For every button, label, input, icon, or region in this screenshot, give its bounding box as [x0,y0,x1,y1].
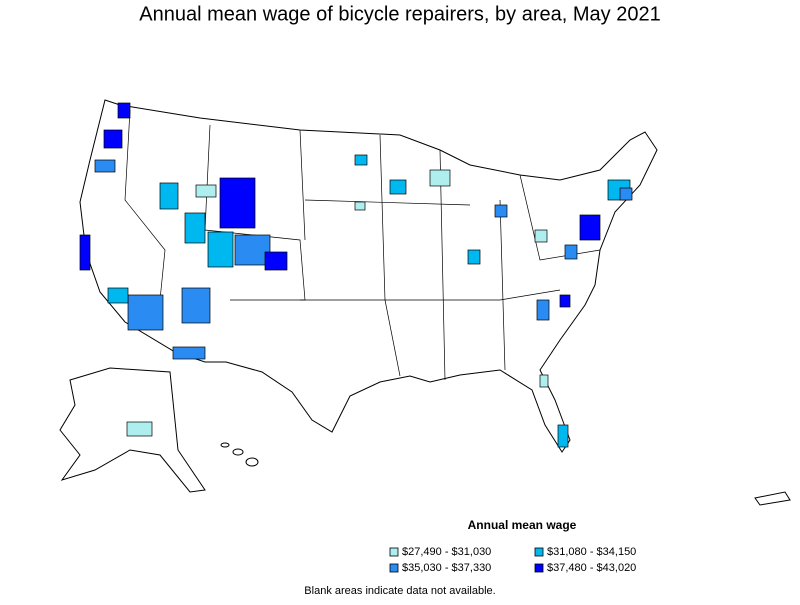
map-title: Annual mean wage of bicycle repairers, b… [139,3,660,25]
legend: $27,490 - $31,030 $31,080 - $34,150 $35,03… [389,546,636,574]
wage-area [579,214,601,241]
wage-area [159,182,179,210]
wage-area [117,102,131,119]
legend-swatch [534,563,544,573]
wage-area [536,299,550,321]
legend-swatch [389,563,399,573]
wage-area [354,201,366,211]
wage-area [559,294,571,308]
wage-area [94,159,116,173]
wage-area [354,154,368,166]
wage-area [103,129,123,149]
wage-area [429,169,451,187]
legend-label: $31,080 - $34,150 [547,546,636,558]
wage-area [389,179,407,195]
area-boundaries [124,109,601,381]
wage-area [234,234,271,266]
legend-label: $37,480 - $43,020 [547,562,636,574]
wage-area [184,212,206,244]
wage-area [127,294,164,331]
hawaii [220,442,259,467]
wage-area [264,251,288,271]
legend-label: $27,490 - $31,030 [402,546,491,558]
legend-title: Annual mean wage [468,518,577,532]
wage-area [195,184,217,198]
wage-area [79,234,91,271]
wage-area [107,287,129,304]
legend-swatch [534,547,544,557]
wage-area [219,177,256,229]
wage-area [564,244,578,260]
wage-area [534,229,548,243]
wage-area [172,346,206,360]
footnote: Blank areas indicate data not available. [304,585,495,597]
legend-label: $35,030 - $37,330 [402,562,491,574]
colored-areas [79,102,633,448]
legend-swatch [389,547,399,557]
wage-area [207,231,234,268]
wage-area [557,424,569,448]
wage-area [539,374,549,388]
wage-area [467,249,481,265]
puerto-rico [754,491,791,506]
wage-area [619,187,633,201]
wage-area [494,204,508,218]
wage-area [181,287,211,324]
wage-area [126,421,153,437]
